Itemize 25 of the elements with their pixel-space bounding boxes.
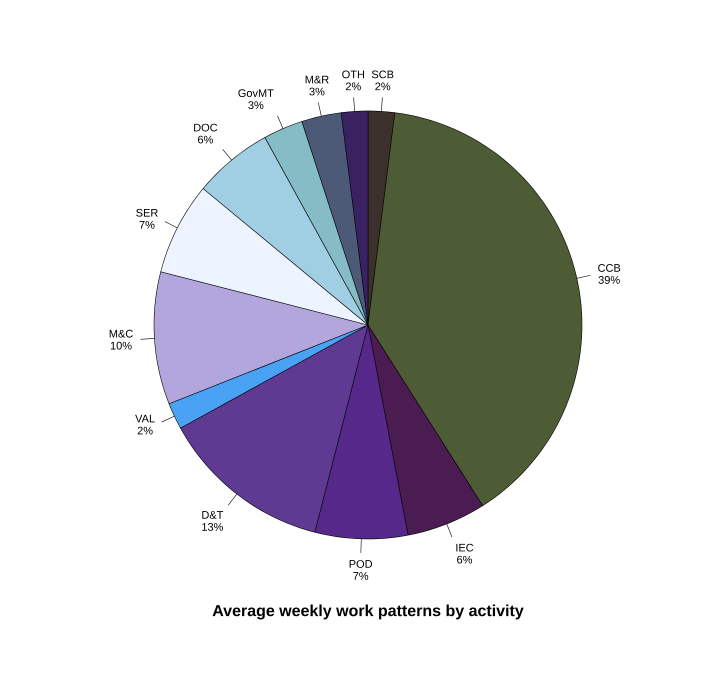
slice-label: CCB: [598, 264, 620, 272]
slice-label: IEC: [456, 544, 474, 552]
data-label: 2%: [346, 82, 361, 90]
data-label: 39%: [598, 276, 620, 284]
data-label: 3%: [309, 88, 324, 96]
data-label: 3%: [248, 101, 264, 110]
text: Average weekly work patterns by activity: [212, 604, 524, 620]
slice-label: M&R: [306, 76, 329, 84]
data-label: 6%: [457, 556, 472, 564]
data-label: 10%: [110, 342, 132, 350]
data-label: 2%: [375, 82, 390, 90]
slice-label: D&T: [202, 511, 224, 519]
slice-label: POD: [350, 560, 372, 568]
slice-label: SCB: [372, 70, 394, 78]
data-label: 7%: [140, 220, 155, 229]
data-label: 2%: [138, 426, 153, 434]
slice-label: DOC: [194, 124, 218, 132]
slice-label: VAL: [135, 414, 155, 422]
slice-label: OTH: [342, 70, 364, 78]
data-label: 13%: [202, 523, 223, 531]
slice-label: SER: [136, 208, 158, 217]
slice-label: M&C: [110, 330, 133, 338]
slice-label: GovMT: [238, 89, 274, 98]
data-label: 6%: [198, 136, 213, 144]
data-label: 7%: [353, 572, 368, 580]
